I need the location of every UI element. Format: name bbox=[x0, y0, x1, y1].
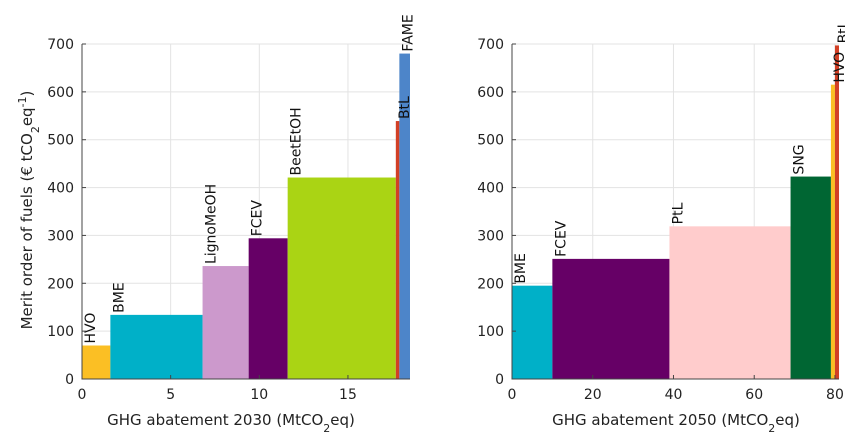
bar-hvo bbox=[82, 345, 111, 379]
x-tick-label: 5 bbox=[166, 387, 175, 403]
bar-label-bme: BME bbox=[513, 253, 529, 284]
y-tick-label: 500 bbox=[47, 133, 74, 149]
bar-label-fcev: FCEV bbox=[250, 200, 266, 237]
y-tick-label: 200 bbox=[477, 276, 504, 292]
bar-beetetoh bbox=[287, 177, 396, 379]
bar-ptl bbox=[669, 226, 791, 379]
bar-hvo bbox=[830, 84, 835, 379]
x-tick-label: 0 bbox=[508, 387, 517, 403]
bar-label-btl: BtL bbox=[397, 96, 413, 119]
y-tick-label: 600 bbox=[477, 85, 504, 101]
bar-label-lignomeoh: LignoMeOH bbox=[204, 184, 220, 264]
y-tick-label: 0 bbox=[65, 372, 74, 388]
bar-sng bbox=[790, 176, 831, 379]
bar-fame bbox=[399, 53, 410, 379]
x-tick-label: 0 bbox=[78, 387, 87, 403]
y-tick-label: 400 bbox=[477, 181, 504, 197]
bar-lignomeoh bbox=[202, 266, 249, 379]
x-tick-label: 40 bbox=[665, 387, 683, 403]
y-tick-label: 300 bbox=[47, 228, 74, 244]
bar-btl bbox=[834, 45, 839, 379]
y-tick-label: 500 bbox=[477, 133, 504, 149]
x-tick-label: 15 bbox=[339, 387, 357, 403]
bar-bme bbox=[110, 314, 203, 379]
y-tick-label: 600 bbox=[47, 85, 74, 101]
bar-label-beetetoh: BeetEtOH bbox=[289, 107, 305, 175]
bar-label-btl: BtL bbox=[836, 20, 845, 43]
x-axis-label-2030: GHG abatement 2030 (MtCO2eq) bbox=[107, 411, 355, 435]
bar-label-fcev: FCEV bbox=[553, 220, 569, 257]
bar-label-hvo: HVO bbox=[83, 313, 99, 344]
chart-2050: BMEFCEVPtLSNGHVOBtL010020030040050060070… bbox=[477, 20, 845, 403]
bar-btl bbox=[395, 121, 400, 380]
bar-label-hvo: HVO bbox=[832, 52, 845, 83]
y-tick-label: 100 bbox=[47, 324, 74, 340]
y-tick-label: 400 bbox=[47, 181, 74, 197]
y-tick-label: 200 bbox=[47, 276, 74, 292]
y-tick-label: 100 bbox=[477, 324, 504, 340]
y-axis-label: Merit order of fuels (€ tCO2eq-1) bbox=[16, 91, 42, 330]
y-tick-label: 300 bbox=[477, 228, 504, 244]
bar-bme bbox=[512, 285, 553, 379]
x-tick-label: 10 bbox=[250, 387, 268, 403]
y-tick-label: 0 bbox=[495, 372, 504, 388]
x-tick-label: 60 bbox=[745, 387, 763, 403]
x-tick-label: 20 bbox=[584, 387, 602, 403]
bar-label-bme: BME bbox=[111, 282, 127, 313]
bar-label-ptl: PtL bbox=[670, 202, 686, 224]
x-tick-label: 80 bbox=[826, 387, 844, 403]
y-tick-label: 700 bbox=[47, 37, 74, 53]
bar-label-sng: SNG bbox=[792, 144, 808, 174]
x-axis-label-2050: GHG abatement 2050 (MtCO2eq) bbox=[552, 411, 800, 435]
bar-label-fame: FAME bbox=[400, 14, 416, 51]
bar-fcev bbox=[552, 258, 670, 379]
y-tick-label: 700 bbox=[477, 37, 504, 53]
bar-fcev bbox=[248, 238, 288, 379]
